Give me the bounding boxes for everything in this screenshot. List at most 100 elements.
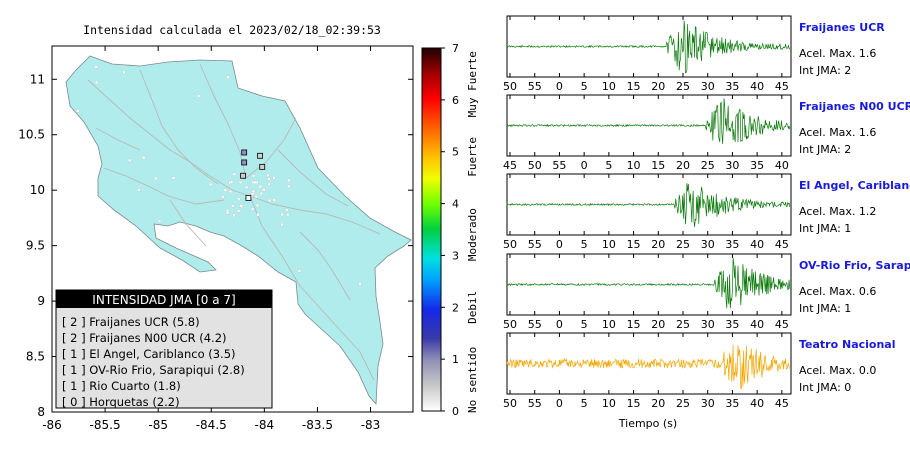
lon-tick-label: -84.5: [196, 418, 227, 432]
time-tick-label: 40: [750, 397, 764, 410]
road-node: [209, 182, 213, 186]
time-tick-label: 25: [676, 80, 690, 93]
time-tick-label: 0: [556, 397, 563, 410]
road-node: [237, 209, 241, 213]
road-node: [245, 185, 249, 189]
max-acceleration: Acel. Max. 1.2: [799, 205, 876, 218]
road-node: [228, 190, 232, 194]
map-axes: -86 -85.5 -85 -84.5 -84 -83.5 -83 8 8.5 9 9.5 10 10.…: [18, 46, 413, 432]
waveform-trace: [506, 20, 791, 74]
road-node: [197, 94, 201, 98]
road-node: [221, 195, 225, 199]
time-tick-label: 30: [701, 397, 715, 410]
time-tick-label: 5: [605, 159, 612, 172]
time-tick-label: 35: [725, 318, 739, 331]
colorbar-tick-label: 0: [452, 405, 459, 418]
time-tick-label: 20: [651, 80, 665, 93]
time-tick-label: 50: [503, 238, 517, 251]
lat-tick-label: 10.5: [18, 128, 45, 142]
road-node: [252, 174, 256, 178]
road-node: [232, 172, 236, 176]
road-node: [76, 109, 80, 113]
colorbar-categories: No sentido Debil Moderado Fuerte Muy Fuerte: [466, 51, 479, 413]
station-name: Fraijanes N00 UCR: [799, 100, 910, 113]
lon-tick-label: -85.5: [90, 418, 121, 432]
time-tick-label: 10: [602, 80, 616, 93]
time-tick-label: 15: [651, 159, 665, 172]
time-tick-label: 15: [627, 397, 641, 410]
time-tick-label: 55: [528, 318, 542, 331]
time-tick-label: 45: [775, 397, 789, 410]
station-markers: [240, 149, 266, 201]
road-node: [232, 213, 236, 217]
road-node: [287, 184, 291, 188]
road-node: [237, 197, 241, 201]
time-tick-label: 45: [503, 159, 517, 172]
lon-tick-label: -83.5: [302, 418, 333, 432]
legend-item: [ 0 ] Horquetas (2.2): [62, 395, 180, 409]
waveform-panel: 50 55 0 5 10 15 20 25 30 35 40 45 El Angel, Cariblan…: [503, 173, 910, 251]
time-tick-label: 45: [775, 80, 789, 93]
time-tick-label: 10: [602, 238, 616, 251]
road-node: [223, 188, 227, 192]
lat-tick-label: 8: [37, 405, 45, 419]
waveform-panel: 45 50 55 0 5 10 15 20 25 30 35 40 Fraijanes N00 UCR A…: [503, 94, 910, 172]
time-tick-label: 35: [725, 80, 739, 93]
road-node: [267, 177, 271, 181]
waveform-trace: [506, 344, 791, 390]
lat-tick-label: 9.5: [26, 239, 45, 253]
time-tick-label: 35: [725, 238, 739, 251]
time-tick-label: 30: [701, 318, 715, 331]
road-node: [272, 176, 276, 180]
jma-intensity: Int JMA: 1: [799, 222, 851, 235]
time-tick-label: 20: [651, 397, 665, 410]
road-node: [259, 191, 263, 195]
time-tick-label: 55: [528, 397, 542, 410]
legend-item: [ 2 ] Fraijanes N00 UCR (4.2): [62, 331, 227, 345]
road-node: [239, 204, 243, 208]
waveform-panel: 50 55 0 5 10 15 20 25 30 35 40 45 Teatro Nacional Ace…: [503, 332, 896, 410]
time-tick-label: 5: [581, 318, 588, 331]
road-node: [154, 177, 158, 181]
time-tick-label: 40: [750, 318, 764, 331]
legend-item: [ 1 ] El Angel, Cariblanco (3.5): [62, 347, 236, 361]
time-tick-label: 0: [556, 80, 563, 93]
road-node: [122, 70, 126, 74]
costa-rica-landmass: [65, 55, 412, 406]
station-name: Fraijanes UCR: [799, 21, 885, 34]
road-node: [157, 219, 161, 223]
road-node: [94, 65, 98, 69]
waveform-panel: 50 55 0 5 10 15 20 25 30 35 40 45 Fraijanes UCR Acel.…: [503, 15, 885, 93]
colorbar-category-label: No sentido: [466, 347, 479, 413]
time-axis-label: Tiempo (s): [618, 417, 677, 430]
waveform-trace: [506, 183, 791, 227]
time-tick-label: 5: [581, 80, 588, 93]
road-node: [262, 188, 266, 192]
station-marker: [245, 195, 252, 201]
time-tick-label: 0: [556, 318, 563, 331]
road-node: [253, 180, 257, 184]
road-node: [280, 223, 284, 227]
road-node: [226, 211, 230, 215]
jma-intensity: Int JMA: 2: [799, 64, 851, 77]
time-tick-label: 25: [676, 318, 690, 331]
lon-tick-label: -83: [361, 418, 381, 432]
legend-item: [ 1 ] OV-Rio Frio, Sarapiqui (2.8): [62, 363, 245, 377]
road-node: [254, 195, 258, 199]
time-tick-label: 30: [725, 159, 739, 172]
road-node: [285, 208, 289, 212]
road-node: [251, 207, 255, 211]
legend-items: [ 2 ] Fraijanes UCR (5.8) [ 2 ] Fraijanes…: [62, 315, 245, 409]
legend-title: INTENSIDAD JMA [0 a 7]: [92, 293, 235, 307]
time-tick-label: 40: [750, 238, 764, 251]
max-acceleration: Acel. Max. 1.6: [799, 47, 876, 60]
road-node: [280, 213, 284, 217]
time-tick-label: 40: [750, 80, 764, 93]
station-marker: [240, 172, 247, 179]
time-tick-label: 10: [602, 397, 616, 410]
colorbar-tick-label: 2: [452, 301, 459, 314]
time-tick-label: 55: [528, 80, 542, 93]
